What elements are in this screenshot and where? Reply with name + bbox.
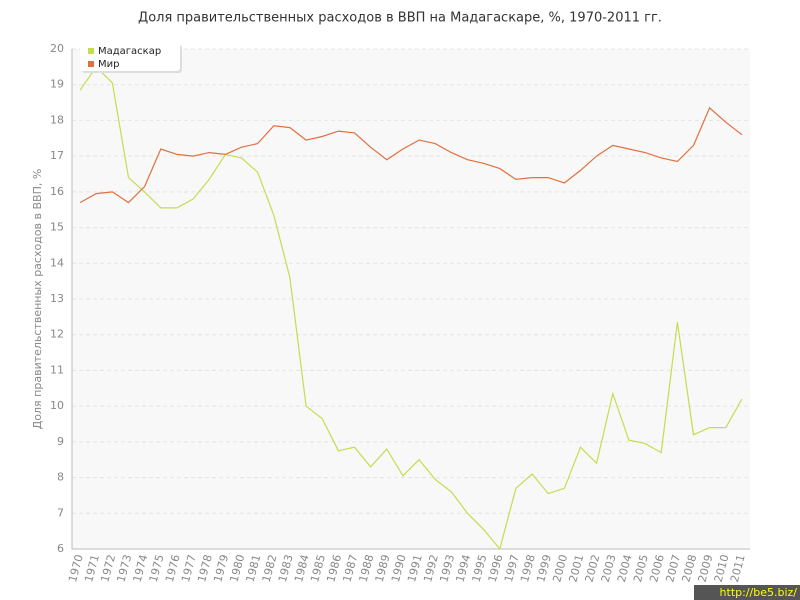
legend-label: Мадагаскар [98, 46, 161, 57]
legend-swatch [88, 48, 94, 54]
y-tick-label: 17 [50, 149, 64, 162]
y-tick-label: 13 [50, 292, 64, 305]
y-tick-label: 15 [50, 221, 64, 234]
legend-swatch [88, 61, 94, 67]
y-tick-label: 18 [50, 113, 64, 126]
y-tick-label: 9 [57, 435, 64, 448]
legend-box [80, 43, 180, 71]
watermark-bg [694, 585, 800, 600]
y-tick-label: 16 [50, 185, 64, 198]
chart-title: Доля правительственных расходов в ВВП на… [138, 11, 662, 26]
y-tick-label: 14 [50, 256, 64, 269]
y-tick-label: 11 [50, 363, 64, 376]
y-axis-label: Доля правительственных расходов в ВВП, % [31, 169, 44, 430]
y-tick-label: 19 [50, 78, 64, 91]
y-tick-label: 8 [57, 471, 64, 484]
y-tick-label: 7 [57, 506, 64, 519]
legend-label: Мир [98, 59, 119, 70]
watermark: http://be5.biz/ [720, 586, 798, 599]
series-line [79, 65, 743, 551]
series-line [79, 106, 743, 204]
y-tick-label: 10 [50, 399, 64, 412]
y-tick-label: 6 [57, 542, 64, 555]
y-tick-label: 20 [50, 42, 64, 55]
y-tick-label: 12 [50, 328, 64, 341]
